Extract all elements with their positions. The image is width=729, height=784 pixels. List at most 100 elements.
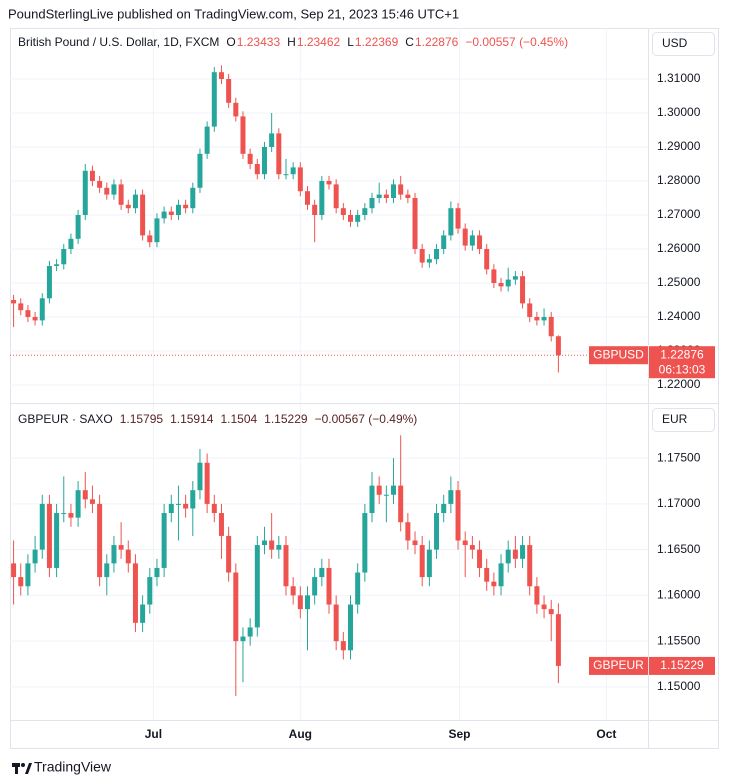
candle-body bbox=[168, 211, 174, 215]
legend-value: 1.22369 bbox=[355, 35, 399, 49]
legend-value: 1.22876 bbox=[415, 35, 459, 49]
legend-value: 1.1504 bbox=[220, 412, 257, 426]
candle-body bbox=[82, 490, 88, 500]
candle-body bbox=[46, 503, 52, 568]
currency-box bbox=[652, 32, 715, 56]
candle-body bbox=[218, 72, 224, 79]
candle-body bbox=[312, 577, 318, 596]
legend-value: 1.15229 bbox=[264, 412, 308, 426]
y-tick-label: 1.25000 bbox=[657, 275, 701, 289]
legend-title: British Pound / U.S. Dollar, 1D, FXCM bbox=[18, 35, 219, 49]
candle-body bbox=[484, 567, 490, 582]
candle-body bbox=[419, 248, 425, 263]
candle-body bbox=[283, 545, 289, 587]
y-tick-label: 1.22000 bbox=[657, 377, 701, 391]
y-tick-label: 1.31000 bbox=[657, 71, 701, 85]
candle-body bbox=[419, 545, 425, 578]
candle-body bbox=[405, 522, 411, 541]
candle-body bbox=[383, 194, 389, 198]
candle-body bbox=[68, 513, 74, 518]
candle-body bbox=[290, 586, 296, 596]
candle-body bbox=[18, 303, 24, 311]
y-tick-label: 1.15000 bbox=[657, 679, 701, 693]
candle-body bbox=[261, 540, 267, 546]
candle-body bbox=[405, 194, 411, 198]
candle-body bbox=[75, 214, 81, 239]
candle-body bbox=[89, 170, 95, 181]
price-tag-label: 1.22876 bbox=[660, 347, 704, 361]
candle-body bbox=[54, 513, 60, 568]
candle-body bbox=[512, 276, 518, 280]
candle-body bbox=[254, 545, 260, 628]
candle-body bbox=[398, 184, 404, 195]
candle-body bbox=[462, 540, 468, 546]
candle-body bbox=[97, 503, 103, 578]
y-tick-label: 1.17000 bbox=[657, 496, 701, 510]
candle-body bbox=[104, 563, 110, 578]
candle-body bbox=[455, 208, 461, 229]
candle-body bbox=[111, 545, 117, 564]
candle-body bbox=[512, 549, 518, 559]
candle-body bbox=[333, 604, 339, 642]
candle-body bbox=[46, 265, 52, 299]
brand: TradingView bbox=[34, 759, 112, 775]
candle-body bbox=[269, 540, 275, 550]
candle-body bbox=[455, 490, 461, 541]
candle-body bbox=[183, 503, 189, 509]
symbol-tag bbox=[589, 656, 648, 675]
candle-body bbox=[426, 259, 432, 263]
candle-body bbox=[118, 184, 124, 205]
candle-body bbox=[204, 126, 210, 154]
legend-letter: O bbox=[226, 35, 235, 49]
candle-body bbox=[190, 490, 196, 509]
candle-body bbox=[376, 485, 382, 495]
candle-body bbox=[39, 298, 45, 321]
candle-body bbox=[125, 549, 131, 564]
symbol-tag bbox=[589, 346, 648, 365]
candle-body bbox=[247, 627, 253, 637]
candle-body bbox=[233, 572, 239, 642]
candle-body bbox=[362, 513, 368, 573]
x-tick-label: Oct bbox=[596, 727, 616, 741]
candle-body bbox=[290, 167, 296, 175]
y-tick-label: 1.24000 bbox=[657, 309, 701, 323]
y-tick-label: 1.16500 bbox=[657, 542, 701, 556]
legend-change: −0.00557 (−0.45%) bbox=[465, 35, 568, 49]
candle-body bbox=[448, 208, 454, 236]
candle-body bbox=[25, 563, 31, 587]
candle-body bbox=[97, 180, 103, 188]
candle-body bbox=[254, 163, 260, 175]
candle-body bbox=[505, 279, 511, 287]
candle-body bbox=[32, 316, 38, 321]
candle-body bbox=[541, 604, 547, 610]
candle-body bbox=[520, 276, 526, 304]
candle-body bbox=[534, 586, 540, 605]
candle-body bbox=[469, 545, 475, 550]
candle-body bbox=[183, 204, 189, 209]
candle-body bbox=[54, 264, 60, 266]
price-tag bbox=[649, 346, 715, 379]
candle-body bbox=[348, 214, 354, 222]
candle-body bbox=[154, 567, 160, 578]
candle-body bbox=[82, 170, 88, 215]
candle-body bbox=[269, 133, 275, 147]
candle-body bbox=[391, 485, 397, 495]
price-tag-label: 1.15229 bbox=[660, 658, 704, 672]
candle-body bbox=[441, 503, 447, 514]
x-tick-label: Aug bbox=[289, 727, 312, 741]
candle-body bbox=[140, 194, 146, 236]
price-tag bbox=[649, 656, 715, 675]
candle-body bbox=[61, 513, 67, 515]
candle-body bbox=[25, 310, 31, 317]
candle-body bbox=[276, 133, 282, 175]
legend-title: GBPEUR · SAXO bbox=[18, 412, 113, 426]
candle-body bbox=[398, 485, 404, 523]
candle-body bbox=[355, 572, 361, 605]
candle-body bbox=[541, 316, 547, 321]
candle-body bbox=[383, 494, 389, 496]
candle-body bbox=[140, 604, 146, 623]
candle-body bbox=[247, 153, 253, 164]
candle-body bbox=[104, 187, 110, 195]
candle-body bbox=[534, 316, 540, 321]
